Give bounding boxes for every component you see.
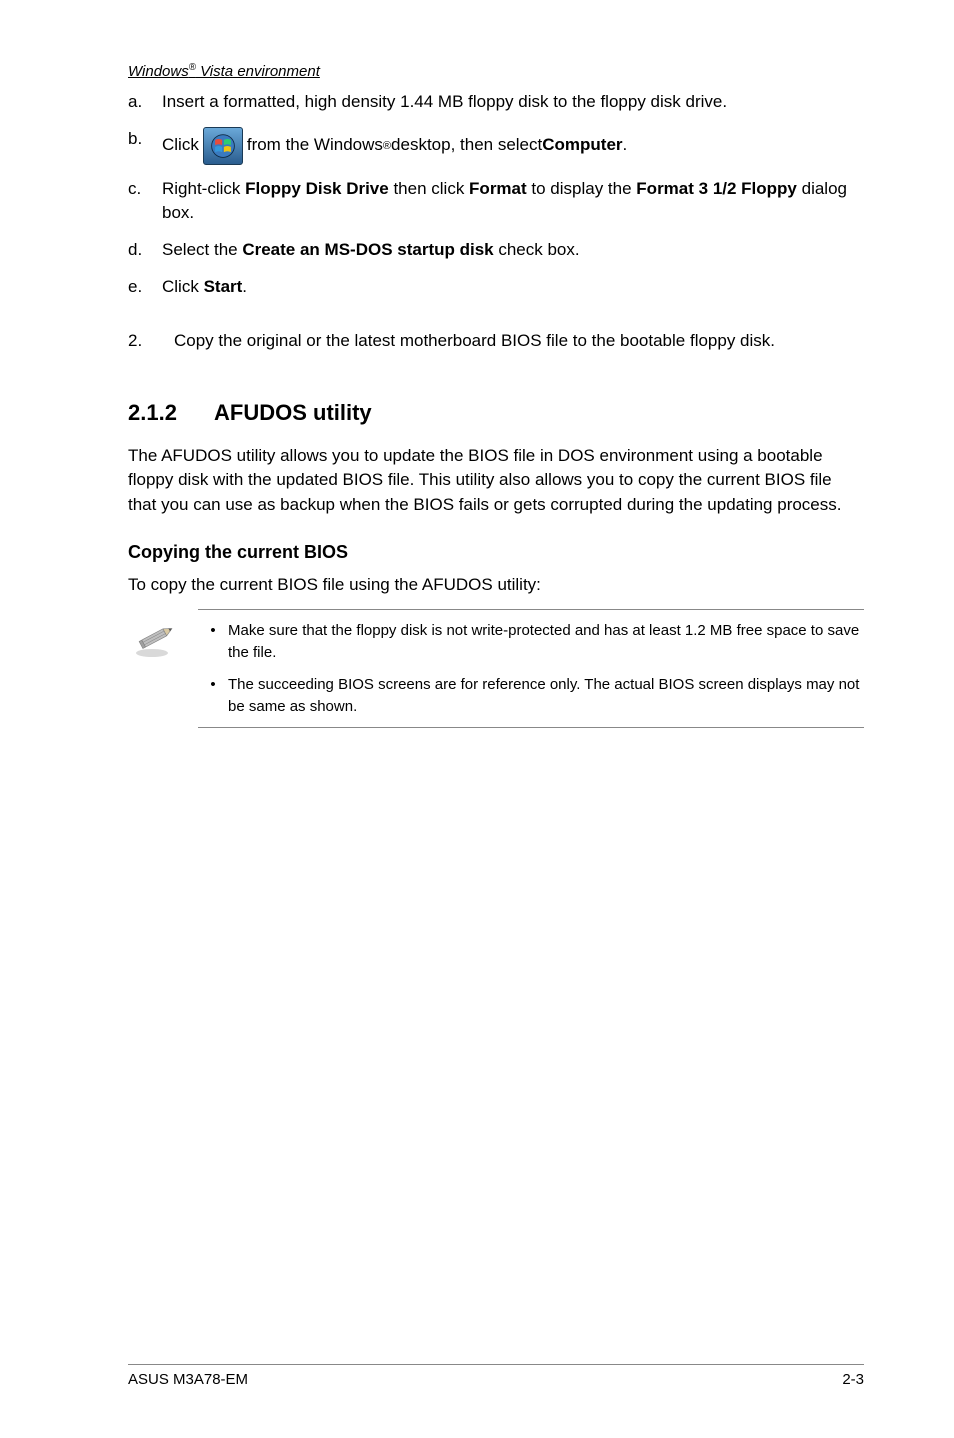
step-body: Select the Create an MS-DOS startup disk… xyxy=(162,238,864,263)
note-body: • Make sure that the floppy disk is not … xyxy=(198,609,864,728)
text-fragment: Click xyxy=(162,277,204,296)
text-fragment: from the Windows xyxy=(247,133,383,158)
afudos-paragraph: The AFUDOS utility allows you to update … xyxy=(128,444,864,518)
step-c: c. Right-click Floppy Disk Drive then cl… xyxy=(128,177,864,226)
env-post: Vista environment xyxy=(196,63,320,80)
page-footer: ASUS M3A78-EM 2-3 xyxy=(128,1364,864,1388)
text-fragment: desktop, then select xyxy=(391,133,542,158)
bold-word: Floppy Disk Drive xyxy=(245,179,389,198)
note-item: • The succeeding BIOS screens are for re… xyxy=(198,674,860,718)
vista-step-list: a. Insert a formatted, high density 1.44… xyxy=(128,90,864,299)
step-body: Copy the original or the latest motherbo… xyxy=(174,329,864,354)
step-body: Right-click Floppy Disk Drive then click… xyxy=(162,177,864,226)
pencil-icon xyxy=(128,609,198,664)
bullet-dot: • xyxy=(198,674,228,718)
bold-word: Format 3 1/2 Floppy xyxy=(636,179,797,198)
note-text: Make sure that the floppy disk is not wr… xyxy=(228,620,860,664)
environment-heading: Windows® Vista environment xyxy=(128,62,864,80)
step-letter: c. xyxy=(128,177,162,226)
text-fragment: . xyxy=(623,133,628,158)
text-fragment: to display the xyxy=(527,179,637,198)
text-fragment: check box. xyxy=(494,240,580,259)
windows-start-icon xyxy=(203,127,243,165)
env-pre: Windows xyxy=(128,63,189,80)
text-fragment: Right-click xyxy=(162,179,245,198)
numbered-step: 2. Copy the original or the latest mothe… xyxy=(128,329,864,354)
step-body: Click from the Windows® desktop, then se… xyxy=(162,127,864,165)
step-letter: a. xyxy=(128,90,162,115)
reg-mark: ® xyxy=(383,138,391,154)
note-text: The succeeding BIOS screens are for refe… xyxy=(228,674,860,718)
step-2: 2. Copy the original or the latest mothe… xyxy=(128,329,864,354)
step-letter: d. xyxy=(128,238,162,263)
copy-bios-heading: Copying the current BIOS xyxy=(128,542,864,563)
step-a: a. Insert a formatted, high density 1.44… xyxy=(128,90,864,115)
step-body: Insert a formatted, high density 1.44 MB… xyxy=(162,90,864,115)
section-title: AFUDOS utility xyxy=(214,400,372,426)
bold-word: Create an MS-DOS startup disk xyxy=(242,240,493,259)
step-number: 2. xyxy=(128,329,174,354)
env-sup: ® xyxy=(189,62,196,73)
section-number: 2.1.2 xyxy=(128,400,214,426)
text-fragment: then click xyxy=(389,179,469,198)
bold-word: Format xyxy=(469,179,527,198)
footer-left: ASUS M3A78-EM xyxy=(128,1371,248,1388)
footer-right: 2-3 xyxy=(842,1371,864,1388)
step-b: b. Click from the Windows® desktop, then… xyxy=(128,127,864,165)
note-block: • Make sure that the floppy disk is not … xyxy=(128,609,864,728)
bullet-dot: • xyxy=(198,620,228,664)
section-heading: 2.1.2 AFUDOS utility xyxy=(128,400,864,426)
text-fragment: . xyxy=(242,277,247,296)
step-body: Click Start. xyxy=(162,275,864,300)
text-fragment: Click xyxy=(162,133,199,158)
bold-word: Start xyxy=(204,277,243,296)
step-e: e. Click Start. xyxy=(128,275,864,300)
note-item: • Make sure that the floppy disk is not … xyxy=(198,620,860,664)
bold-word: Computer xyxy=(542,133,622,158)
step-letter: e. xyxy=(128,275,162,300)
copy-bios-intro: To copy the current BIOS file using the … xyxy=(128,573,864,598)
text-fragment: Select the xyxy=(162,240,242,259)
step-letter: b. xyxy=(128,127,162,165)
step-d: d. Select the Create an MS-DOS startup d… xyxy=(128,238,864,263)
